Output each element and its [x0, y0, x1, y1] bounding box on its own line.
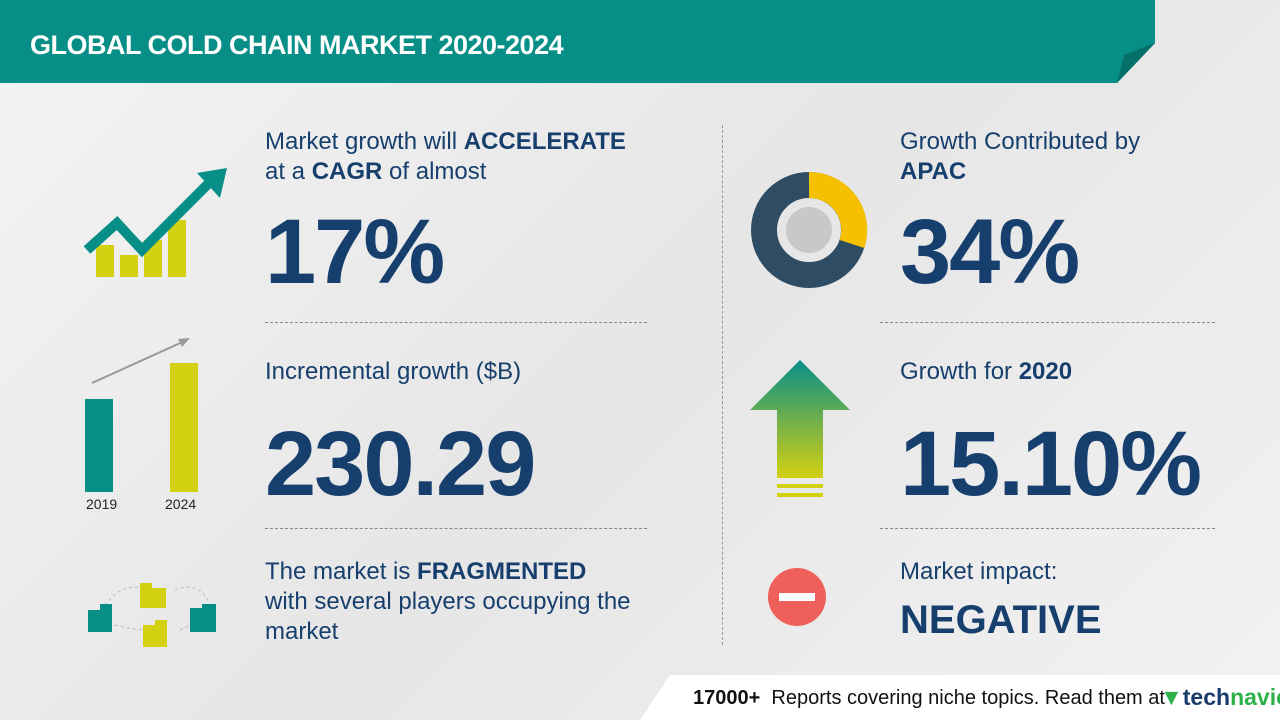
separator	[265, 528, 647, 529]
bar-label-2019: 2019	[86, 496, 118, 512]
yoy-label: Growth for 2020	[900, 358, 1073, 385]
impact-label: Market impact:	[900, 558, 1058, 585]
fragmented-text: The market is FRAGMENTED with several pla…	[265, 558, 631, 645]
footer-bar	[640, 675, 1280, 720]
incremental-label: Incremental growth ($B)	[265, 358, 522, 385]
header-banner	[0, 0, 1155, 83]
footer-text: 17000+ Reports covering niche topics. Re…	[693, 687, 1165, 709]
cagr-text: Market growth will ACCELERATE at a CAGR o…	[265, 128, 626, 185]
bar-label-2024: 2024	[165, 496, 197, 512]
divider	[722, 125, 723, 645]
bar-growth-icon	[85, 338, 198, 492]
yoy-value: 15.10%	[900, 413, 1202, 515]
minus-circle-icon	[768, 568, 826, 626]
separator	[880, 322, 1215, 323]
apac-value: 34%	[900, 201, 1080, 303]
cagr-value: 17%	[265, 201, 445, 303]
apac-label: Growth Contributed by APAC	[900, 128, 1141, 185]
up-arrow-icon	[750, 360, 850, 497]
page-title: GLOBAL COLD CHAIN MARKET 2020-2024	[30, 30, 564, 60]
incremental-value: 230.29	[265, 413, 536, 515]
separator	[265, 322, 647, 323]
growth-chart-icon	[83, 168, 227, 277]
impact-value: NEGATIVE	[900, 598, 1102, 642]
buildings-icon	[88, 583, 216, 647]
donut-chart-icon	[751, 172, 868, 288]
technavio-logo[interactable]: ▼technavio	[1160, 684, 1280, 710]
separator	[880, 528, 1215, 529]
